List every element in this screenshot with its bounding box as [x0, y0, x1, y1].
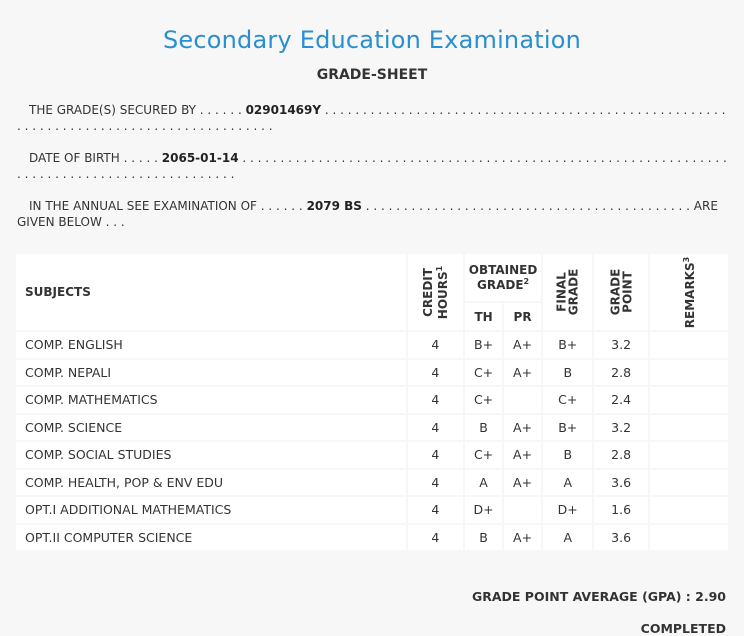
th-grade-cell: A: [465, 469, 503, 495]
table-row: OPT.II COMPUTER SCIENCE 4 B A+ A 3.6: [16, 524, 728, 550]
subject-cell: COMP. ENGLISH: [16, 332, 406, 358]
secured-by-line: THE GRADE(S) SECURED BY . . . . . . 0290…: [17, 103, 726, 133]
remarks-cell: [649, 469, 728, 495]
grade-point-cell: 3.6: [594, 469, 648, 495]
page-title: Secondary Education Examination: [162, 26, 582, 54]
credit-cell: 4: [407, 497, 464, 523]
th-grade-cell: B: [465, 414, 503, 440]
subject-cell: COMP. NEPALI: [16, 359, 406, 385]
page-subtitle: GRADE-SHEET: [316, 67, 428, 83]
credit-cell: 4: [407, 332, 464, 358]
obtained-grade-header: OBTAINED GRADE2: [465, 254, 542, 302]
table-row: OPT.I ADDITIONAL MATHEMATICS 4 D+ D+ 1.6: [16, 497, 728, 523]
table-row: COMP. SOCIAL STUDIES 4 C+ A+ B 2.8: [16, 442, 728, 468]
subject-cell: COMP. MATHEMATICS: [16, 387, 406, 413]
table-row: COMP. HEALTH, POP & ENV EDU 4 A A+ A 3.6: [16, 469, 728, 495]
subject-cell: COMP. SOCIAL STUDIES: [16, 442, 406, 468]
credit-cell: 4: [407, 524, 464, 550]
credit-cell: 4: [407, 469, 464, 495]
th-grade-cell: B+: [465, 332, 503, 358]
grade-point-cell: 2.8: [594, 359, 648, 385]
credit-cell: 4: [407, 442, 464, 468]
th-grade-cell: D+: [465, 497, 503, 523]
exam-year: 2079 BS: [306, 199, 362, 213]
remarks-cell: [649, 359, 728, 385]
remarks-cell: [649, 442, 728, 468]
th-grade-cell: C+: [465, 442, 503, 468]
remarks-cell: [649, 414, 728, 440]
dob-label: DATE OF BIRTH: [29, 151, 120, 165]
table-row: COMP. ENGLISH 4 B+ A+ B+ 3.2: [16, 332, 728, 358]
th-grade-cell: B: [465, 524, 503, 550]
subject-cell: COMP. SCIENCE: [16, 414, 406, 440]
secured-by-label: THE GRADE(S) SECURED BY: [29, 103, 196, 117]
final-grade-cell: A: [543, 524, 593, 550]
grade-point-cell: 1.6: [594, 497, 648, 523]
final-grade-cell: D+: [543, 497, 593, 523]
pr-grade-cell: A+: [504, 469, 542, 495]
result-status: COMPLETED: [640, 621, 726, 636]
pr-grade-cell: A+: [504, 524, 542, 550]
remarks-cell: [649, 387, 728, 413]
grade-point-cell: 3.2: [594, 332, 648, 358]
given-below-text: ARE GIVEN BELOW . . .: [17, 199, 718, 229]
pr-grade-cell: A+: [504, 414, 542, 440]
final-grade-cell: C+: [543, 387, 593, 413]
final-grade-cell: B+: [543, 414, 593, 440]
remarks-header: REMARKS3: [649, 254, 728, 330]
final-grade-cell: A: [543, 469, 593, 495]
exam-line: IN THE ANNUAL SEE EXAMINATION OF . . . .…: [17, 199, 718, 229]
final-grade-cell: B+: [543, 332, 593, 358]
grade-table: SUBJECTS CREDIT HOURS1 OBTAINED GRADE2 FIN…: [14, 252, 730, 552]
subject-cell: OPT.II COMPUTER SCIENCE: [16, 524, 406, 550]
grade-point-cell: 3.6: [594, 524, 648, 550]
dob-line: DATE OF BIRTH . . . . . 2065-01-14 . . .…: [17, 151, 727, 181]
credit-cell: 4: [407, 414, 464, 440]
remarks-cell: [649, 332, 728, 358]
grade-point-cell: 2.8: [594, 442, 648, 468]
table-row: COMP. NEPALI 4 C+ A+ B 2.8: [16, 359, 728, 385]
pr-header: PR: [504, 303, 542, 330]
grade-point-header: GRADE POINT: [594, 254, 648, 330]
grade-point-cell: 2.4: [594, 387, 648, 413]
table-row: COMP. SCIENCE 4 B A+ B+ 3.2: [16, 414, 728, 440]
th-grade-cell: C+: [465, 359, 503, 385]
final-grade-header: FINAL GRADE: [543, 254, 593, 330]
credit-cell: 4: [407, 387, 464, 413]
dob-value: 2065-01-14: [161, 151, 239, 165]
pr-grade-cell: A+: [504, 442, 542, 468]
remarks-cell: [649, 497, 728, 523]
th-header: TH: [465, 303, 503, 330]
pr-grade-cell: A+: [504, 332, 542, 358]
pr-grade-cell: [504, 387, 542, 413]
subject-cell: COMP. HEALTH, POP & ENV EDU: [16, 469, 406, 495]
credit-cell: 4: [407, 359, 464, 385]
grade-point-cell: 3.2: [594, 414, 648, 440]
exam-label: IN THE ANNUAL SEE EXAMINATION OF: [29, 199, 257, 213]
gpa-summary: GRADE POINT AVERAGE (GPA) : 2.90: [471, 589, 726, 604]
final-grade-cell: B: [543, 359, 593, 385]
final-grade-cell: B: [543, 442, 593, 468]
th-grade-cell: C+: [465, 387, 503, 413]
remarks-cell: [649, 524, 728, 550]
subjects-header: SUBJECTS: [16, 254, 406, 330]
pr-grade-cell: [504, 497, 542, 523]
credit-hours-header: CREDIT HOURS1: [407, 254, 464, 330]
table-row: COMP. MATHEMATICS 4 C+ C+ 2.4: [16, 387, 728, 413]
pr-grade-cell: A+: [504, 359, 542, 385]
symbol-number: 02901469Y: [245, 103, 322, 117]
subject-cell: OPT.I ADDITIONAL MATHEMATICS: [16, 497, 406, 523]
